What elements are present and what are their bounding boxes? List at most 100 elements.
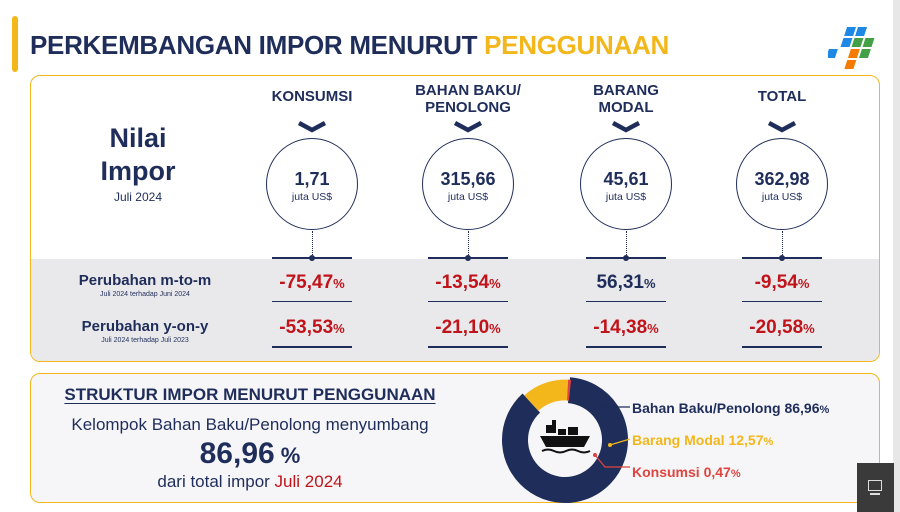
change-band <box>31 259 879 361</box>
unit-total: juta US$ <box>761 191 803 203</box>
page-title-highlight: PENGGUNAAN <box>484 30 669 60</box>
legend-barang-modal: Barang Modal 12,57% <box>632 432 773 448</box>
structure-line3: dari total impor Juli 2024 <box>30 472 470 492</box>
nilai-line1: Nilai <box>109 123 167 153</box>
legend-bahan-baku-pct: % <box>819 404 830 416</box>
title-accent-bar <box>12 16 18 72</box>
col-head-line: BARANG <box>593 82 659 99</box>
page-title: PERKEMBANGAN IMPOR MENURUT PENGGUNAAN <box>30 30 669 60</box>
unit-barang-modal: juta US$ <box>605 191 647 203</box>
nilai-impor-label: Nilai Impor Juli 2024 <box>88 122 188 204</box>
divider-top <box>428 257 508 259</box>
bps-logo-icon <box>828 27 875 69</box>
legend-bahan-baku: Bahan Baku/Penolong 86,96% <box>632 400 829 416</box>
col-head-line: PENOLONG <box>425 99 511 116</box>
presentation-icon <box>868 480 882 491</box>
unit-bahan-baku: juta US$ <box>447 191 489 203</box>
value-total: 362,98 <box>754 169 810 189</box>
mtm-pct: % <box>643 276 656 291</box>
divider-top <box>272 257 352 259</box>
nilai-line2: Impor <box>100 156 176 186</box>
cargo-ship-icon <box>540 420 591 454</box>
nilai-period: Juli 2024 <box>113 190 163 204</box>
divider-mid <box>586 301 666 302</box>
connector-line <box>626 231 627 257</box>
divider-mid <box>742 301 822 302</box>
structure-big-value: 86,96 % <box>30 437 470 473</box>
value-circle-konsumsi: 1,71 juta US$ <box>266 138 358 230</box>
yoy-bahan-baku: -21,10% <box>403 317 533 340</box>
value-bahan-baku: 315,66 <box>440 169 496 189</box>
col-head-line: BAHAN BAKU/ <box>415 82 521 99</box>
mtm-sub: Juli 2024 terhadap Juni 2024 <box>100 291 190 298</box>
yoy-barang-modal: -14,38% <box>561 317 691 340</box>
divider-top <box>742 257 822 259</box>
mtm-value: -13,54 <box>435 272 490 293</box>
mtm-pct: % <box>797 276 810 291</box>
structure-card <box>30 373 880 503</box>
presentation-mode-button[interactable] <box>857 463 894 512</box>
divider-mid <box>272 301 352 302</box>
chevron-down-icon <box>453 121 483 133</box>
mtm-row-label: Perubahan m-to-m Juli 2024 terhadap Juni… <box>55 272 235 300</box>
yoy-pct: % <box>489 321 501 336</box>
mtm-total: -9,54% <box>717 272 847 295</box>
value-card <box>30 75 880 362</box>
yoy-sub: Juli 2024 terhadap Juli 2023 <box>101 337 189 344</box>
divider-bottom <box>586 346 666 348</box>
mtm-value: 56,31 <box>596 272 644 293</box>
yoy-pct: % <box>647 321 659 336</box>
yoy-pct: % <box>803 321 815 336</box>
yoy-value: -21,10 <box>435 317 490 338</box>
legend-barang-modal-text: Barang Modal 12,57 <box>632 432 764 448</box>
legend-bahan-baku-text: Bahan Baku/Penolong 86,96 <box>632 400 820 416</box>
line3-period: Juli 2024 <box>274 472 343 491</box>
mtm-label: Perubahan m-to-m <box>78 272 212 289</box>
col-head-barang-modal: BARANG MODAL <box>561 82 691 116</box>
mtm-barang-modal: 56,31% <box>561 272 691 295</box>
connector-line <box>468 231 469 257</box>
unit-konsumsi: juta US$ <box>291 191 333 203</box>
divider-top <box>586 257 666 259</box>
yoy-label: Perubahan y-on-y <box>81 318 209 335</box>
structure-donut-chart <box>502 377 630 503</box>
window-edge <box>893 0 900 512</box>
value-circle-total: 362,98 juta US$ <box>736 138 828 230</box>
value-circle-bahan-baku: 315,66 juta US$ <box>422 138 514 230</box>
mtm-konsumsi: -75,47% <box>247 272 377 295</box>
structure-title: STRUKTUR IMPOR MENURUT PENGGUNAAN <box>64 385 436 404</box>
yoy-row-label: Perubahan y-on-y Juli 2024 terhadap Juli… <box>55 318 235 346</box>
chevron-down-icon <box>297 121 327 133</box>
connector-line <box>782 231 783 257</box>
yoy-value: -20,58 <box>749 317 804 338</box>
chevron-down-icon <box>611 121 641 133</box>
col-head-line: MODAL <box>598 99 654 116</box>
donut-slice-barang-modal <box>524 379 569 412</box>
col-head-line: TOTAL <box>757 88 807 105</box>
divider-bottom <box>742 346 822 348</box>
legend-konsumsi-pct: % <box>730 468 741 480</box>
chevron-down-icon <box>767 121 797 133</box>
mtm-pct: % <box>333 276 345 291</box>
yoy-total: -20,58% <box>717 317 847 340</box>
yoy-pct: % <box>333 321 345 336</box>
col-head-total: TOTAL <box>717 88 847 105</box>
mtm-value: -9,54 <box>754 272 798 293</box>
mtm-value: -75,47 <box>279 272 334 293</box>
legend-konsumsi-text: Konsumsi 0,47 <box>632 464 731 480</box>
col-head-konsumsi: KONSUMSI <box>247 88 377 105</box>
value-konsumsi: 1,71 <box>294 169 330 189</box>
donut-slice-bahan-baku-penolong <box>502 377 628 503</box>
yoy-konsumsi: -53,53% <box>247 317 377 340</box>
value-barang-modal: 45,61 <box>603 169 649 189</box>
yoy-value: -14,38 <box>593 317 648 338</box>
legend-konsumsi: Konsumsi 0,47% <box>632 464 741 480</box>
divider-mid <box>428 301 508 302</box>
col-head-bahan-baku: BAHAN BAKU/PENOLONG <box>403 82 533 116</box>
big-pct: % <box>274 443 301 468</box>
divider-bottom <box>428 346 508 348</box>
mtm-pct: % <box>489 276 501 291</box>
yoy-value: -53,53 <box>279 317 334 338</box>
structure-line1: Kelompok Bahan Baku/Penolong menyumbang <box>71 415 429 434</box>
mtm-bahan-baku: -13,54% <box>403 272 533 295</box>
